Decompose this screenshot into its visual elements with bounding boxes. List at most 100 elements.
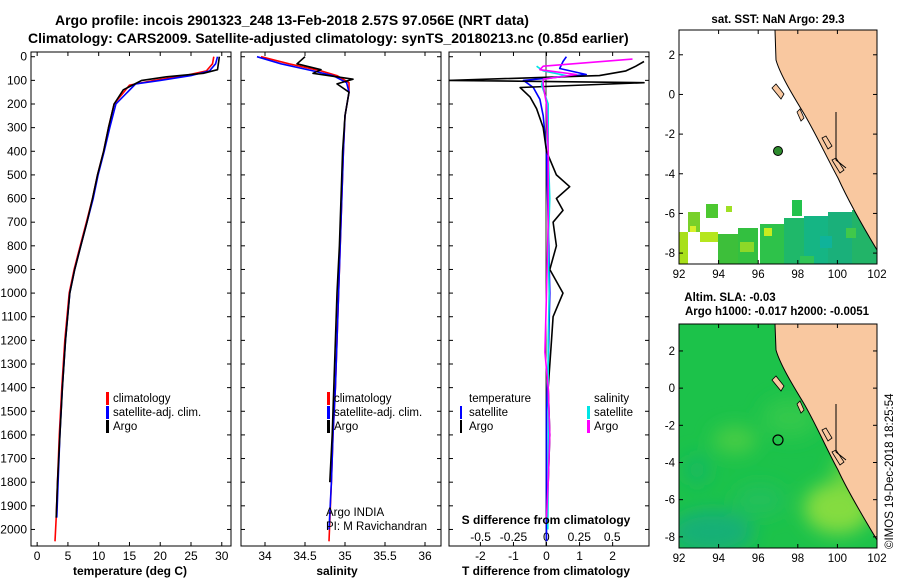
xtick-label: 10 [92,549,106,563]
difference-series [449,56,645,542]
temperature-axis-ticks: 0100200300400500600700800900100011001200… [0,50,231,563]
xtick-label: 0 [34,549,41,563]
map-ytick-label: -6 [665,495,675,507]
salinity-frame [240,51,442,547]
ytick-label: 800 [7,239,27,253]
xtick-label: 1 [576,549,583,563]
map-ytick-label: 2 [669,346,675,358]
legend-argo-swatch [327,420,330,433]
annotation-pi: PI: M Ravichandran [326,521,427,533]
salinity-series [256,55,354,542]
legend-temperature-title: temperature [469,393,531,405]
ytick-label: 600 [7,192,27,206]
sla-map-title2: Argo h1000: -0.017 h2000: -0.0051 [685,306,870,318]
series-line [56,56,219,518]
argo-float-marker [773,146,783,156]
xtick-label-s: -0.25 [500,530,528,544]
ytick-label: 1400 [0,381,27,395]
map-xtick-label: 100 [828,269,847,281]
legend-t-satellite: satellite [469,407,508,419]
temperature-frame [30,51,232,547]
salinity-panel: 34 34.5 35 35.5 36 salinity climatology sate… [240,51,442,578]
legend-climatology: climatology [113,393,171,405]
map-ytick-label: 2 [669,50,675,62]
xtick-label: 35 [338,549,352,563]
map-ytick-label: -2 [665,129,675,141]
temperature-series [54,56,221,542]
series-line [54,56,215,542]
sla-map-frame [678,323,878,549]
xtick-label: 34.5 [293,549,317,563]
difference-legend-salinity: salinity satellite Argo [587,393,633,433]
xtick-label: 25 [184,549,198,563]
sst-map-title: sat. SST: NaN Argo: 29.3 [711,14,844,26]
legend-t-argo-swatch [460,420,462,433]
imos-credit: ©IMOS 19-Dec-2018 18:25:54 [884,393,896,549]
legend-t-satellite-swatch [460,406,462,419]
ytick-label: 200 [7,97,27,111]
map-xtick-label: 100 [828,553,847,565]
map-xtick-label: 94 [712,553,725,565]
xtick-label: 0 [543,549,550,563]
legend-satellite-swatch [327,406,330,419]
map-ytick-label: -6 [665,208,675,220]
ytick-label: 700 [7,215,27,229]
legend-climatology: climatology [334,393,392,405]
xtick-label: 20 [154,549,168,563]
figure-title-line1: Argo profile: incois 2901323_248 13-Feb-… [55,12,529,28]
series-line [55,56,221,518]
map-ytick-label: -4 [665,169,676,181]
difference-xlabel-s: S difference from climatology [462,513,631,527]
sst-map-frame [678,29,878,265]
xtick-label: -2 [475,549,486,563]
legend-argo: Argo [113,421,137,433]
ytick-label: 1900 [0,499,27,513]
map-ytick-label: -8 [665,532,675,544]
ytick-label: 1500 [0,404,27,418]
xtick-label: 30 [215,549,229,563]
temperature-xlabel: temperature (deg C) [73,564,187,578]
figure-title-line2: Climatology: CARS2009. Satellite-adjuste… [28,30,629,46]
legend-satellite: satellite-adj. clim. [334,407,422,419]
map-ytick-label: -8 [665,248,675,260]
xtick-label-s: 0.5 [604,530,621,544]
argo-float-marker [772,434,784,446]
series-line [539,58,633,518]
xtick-label: 36 [418,549,432,563]
series-line [260,55,350,542]
legend-s-satellite-swatch [587,406,590,419]
map-ytick-label: -2 [665,420,675,432]
map-xtick-label: 92 [673,269,686,281]
difference-frame [448,51,650,547]
ytick-label: 900 [7,262,27,276]
difference-legend-temperature: temperature satellite Argo [460,393,531,433]
xtick-label: 34 [258,549,272,563]
ytick-label: 300 [7,121,27,135]
map-xtick-label: 98 [791,269,804,281]
ytick-label: 0 [20,50,27,64]
legend-argo-swatch [106,420,109,433]
ytick-label: 100 [7,73,27,87]
xtick-label: 35.5 [373,549,397,563]
series-line [256,55,350,530]
ytick-label: 1000 [0,286,27,300]
series-line [536,65,568,530]
legend-argo: Argo [334,421,358,433]
series-line [449,60,645,518]
map-xtick-label: 98 [791,553,804,565]
annotation-argo-india: Argo INDIA [326,507,384,519]
sst-land [771,30,877,251]
difference-xlabel-t: T difference from climatology [462,564,630,578]
ytick-label: 1800 [0,475,27,489]
temperature-legend: climatology satellite-adj. clim. Argo [106,392,201,433]
ytick-label: 500 [7,168,27,182]
ytick-label: 1200 [0,333,27,347]
salinity-xlabel: salinity [316,564,358,578]
sst-map-ticks: 92 94 96 98 100 102 2 0 -2 -4 -6 -8 [665,30,887,281]
series-line [522,56,588,542]
map-xtick-label: 102 [867,269,886,281]
ytick-label: 1100 [1,310,27,324]
map-ytick-label: 0 [669,383,675,395]
map-xtick-label: 96 [752,553,765,565]
